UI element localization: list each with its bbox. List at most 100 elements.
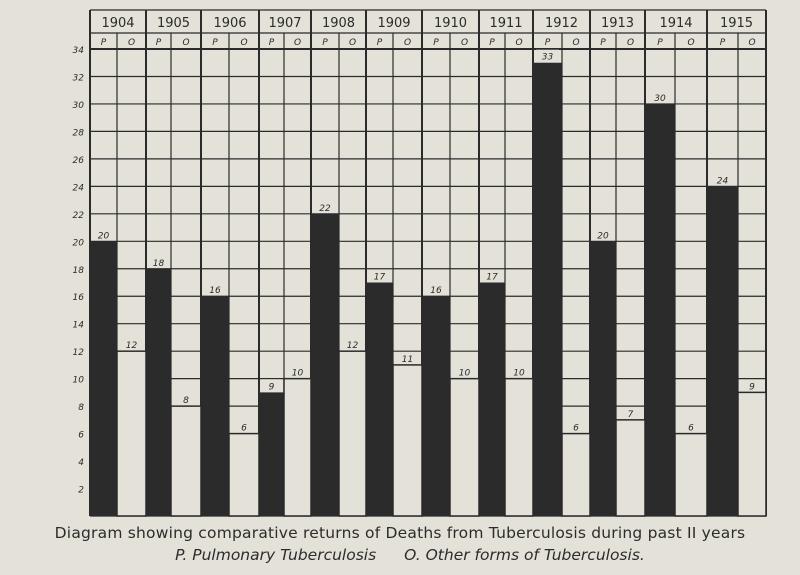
bar-label-bg [425, 283, 447, 296]
sub-label-p: P [657, 38, 663, 48]
year-label: 1906 [213, 16, 246, 31]
year-label: 1907 [268, 16, 301, 31]
year-label: 1909 [377, 16, 410, 31]
bar-p [646, 103, 675, 517]
sub-label-o: O [748, 38, 755, 48]
year-label: 1910 [434, 16, 467, 31]
y-tick-label: 34 [73, 46, 85, 56]
bar-label-p: 9 [269, 382, 275, 392]
bar-label-bg [369, 269, 390, 282]
bar-label-o: 10 [292, 369, 304, 379]
y-tick-label: 32 [73, 73, 85, 83]
bar-p [91, 241, 117, 516]
sub-label-o: O [404, 38, 411, 48]
bar-label-o: 10 [459, 369, 471, 379]
bar-label-bg [593, 228, 613, 241]
bar-label-bg [93, 228, 114, 241]
sub-label-p: P [101, 38, 107, 48]
bar-label-o: 6 [688, 424, 694, 434]
bar-p [260, 392, 284, 516]
bar-o [283, 377, 312, 517]
year-label: 1915 [720, 16, 753, 31]
bar-label-bg [648, 90, 672, 103]
chart-title: Diagram showing comparative returns of D… [54, 524, 746, 542]
sub-label-p: P [545, 38, 551, 48]
bar-label-bg [314, 200, 336, 213]
bar-o [504, 377, 534, 517]
bar-label-p: 17 [486, 273, 498, 283]
bar-label-o: 8 [183, 396, 189, 406]
sub-label-p: P [212, 38, 218, 48]
sub-label-o: O [349, 38, 356, 48]
y-tick-label: 20 [73, 238, 85, 248]
bar-label-o: 7 [628, 410, 634, 420]
sub-label-o: O [182, 38, 189, 48]
bar-o [615, 419, 646, 517]
bar-o [116, 350, 147, 517]
bar-p [480, 282, 505, 516]
bar-label-p: 30 [654, 94, 666, 104]
y-tick-label: 14 [73, 321, 85, 331]
bar-label-o: 12 [126, 341, 138, 351]
bar-p [534, 62, 562, 517]
bar-o [338, 350, 367, 517]
bar-o [228, 432, 260, 517]
y-tick-label: 8 [78, 403, 84, 413]
bar-label-p: 24 [717, 176, 729, 186]
bar-o [392, 364, 423, 517]
bar-label-bg [536, 49, 559, 62]
bar-p [312, 213, 339, 516]
bar-label-p: 33 [542, 53, 554, 63]
bar-label-p: 17 [374, 273, 386, 283]
bar-label-o: 12 [347, 341, 359, 351]
year-label: 1911 [489, 16, 522, 31]
sub-label-p: P [377, 38, 383, 48]
legend-p: P. Pulmonary Tuberculosis [175, 546, 377, 564]
y-tick-label: 30 [73, 101, 85, 111]
year-label: 1912 [545, 16, 578, 31]
sub-label-p: P [433, 38, 439, 48]
y-tick-label: 6 [78, 431, 84, 441]
bar-p [202, 296, 229, 516]
y-tick-label: 12 [73, 348, 85, 358]
sub-label-o: O [240, 38, 247, 48]
sub-label-o: O [515, 38, 522, 48]
year-label: 1904 [101, 16, 134, 31]
y-tick-label: 24 [73, 183, 85, 193]
bar-label-o: 6 [241, 424, 247, 434]
bar-label-p: 20 [597, 231, 609, 241]
y-tick-label: 18 [73, 266, 85, 276]
sub-label-p: P [600, 38, 606, 48]
legend: P. Pulmonary Tuberculosis O. Other forms … [0, 546, 800, 564]
bar-p [423, 296, 450, 516]
bar-label-p: 20 [98, 231, 110, 241]
year-label: 1914 [659, 16, 692, 31]
bar-label-p: 16 [209, 286, 221, 296]
y-tick-label: 10 [73, 376, 85, 386]
bar-o [674, 432, 708, 517]
bar-p [147, 268, 171, 516]
sub-label-o: O [128, 38, 135, 48]
bar-o [170, 405, 202, 517]
y-tick-label: 2 [78, 486, 84, 496]
bar-label-p: 22 [319, 204, 331, 214]
sub-label-p: P [489, 38, 495, 48]
year-label: 1908 [322, 16, 355, 31]
sub-label-p: P [720, 38, 726, 48]
bar-p [708, 186, 738, 516]
y-tick-label: 26 [73, 156, 85, 166]
bar-label-o: 9 [749, 382, 755, 392]
bar-label-bg [149, 255, 168, 268]
sub-label-o: O [627, 38, 634, 48]
bar-p [591, 241, 616, 516]
bar-p [367, 282, 393, 516]
bar-o [561, 432, 591, 517]
bar-label-bg [710, 173, 735, 186]
bar-label-p: 18 [153, 259, 165, 269]
year-label: 1905 [157, 16, 190, 31]
bar-label-o: 11 [402, 355, 413, 365]
sub-label-o: O [294, 38, 301, 48]
bar-label-bg [482, 269, 502, 282]
y-tick-label: 4 [78, 458, 84, 468]
sub-label-o: O [572, 38, 579, 48]
